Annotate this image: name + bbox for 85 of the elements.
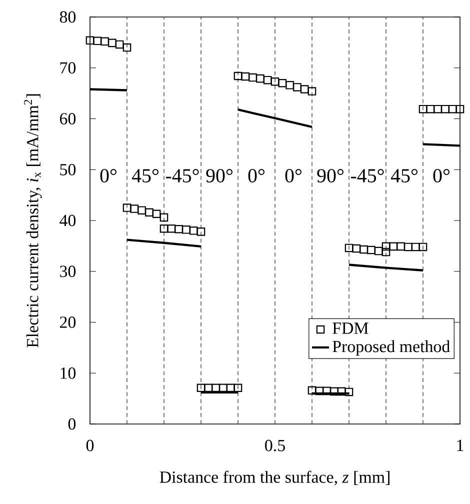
y-axis-title: Electric current density, i$_{x}$ [mA/mm$^{2}$] bbox=[24, 94, 42, 348]
point bbox=[130, 204, 139, 213]
point bbox=[434, 104, 442, 114]
point bbox=[182, 226, 190, 234]
point bbox=[308, 386, 316, 395]
annotation: 0° bbox=[100, 169, 116, 182]
annotation: 45° bbox=[390, 169, 418, 182]
legend-label: FDM bbox=[332, 322, 368, 334]
y-tick-label: 20 bbox=[60, 316, 76, 328]
point bbox=[212, 384, 220, 392]
annotation: -45° bbox=[166, 169, 199, 182]
point bbox=[426, 104, 435, 114]
point bbox=[315, 386, 324, 396]
point bbox=[352, 244, 361, 253]
point bbox=[367, 246, 376, 254]
point bbox=[382, 248, 390, 256]
point bbox=[389, 242, 398, 251]
y-tick-label: 40 bbox=[60, 214, 76, 226]
y-tick-label: 30 bbox=[60, 266, 76, 278]
point bbox=[418, 104, 428, 114]
x-axis-title: Distance from the surface, z [mm] bbox=[160, 470, 390, 486]
point bbox=[204, 384, 213, 392]
legend-label: Proposed method bbox=[332, 340, 450, 356]
point bbox=[286, 81, 294, 90]
point bbox=[330, 387, 338, 396]
x-tick-label: 1 bbox=[457, 440, 464, 451]
point bbox=[337, 387, 346, 396]
point bbox=[278, 79, 287, 88]
point bbox=[448, 104, 457, 114]
point bbox=[344, 244, 354, 252]
point bbox=[411, 242, 420, 252]
point bbox=[396, 242, 405, 251]
y-tick-label: 10 bbox=[60, 367, 76, 379]
point bbox=[234, 72, 242, 80]
point bbox=[374, 246, 383, 256]
point bbox=[456, 104, 464, 114]
y-tick-label: 80 bbox=[60, 11, 76, 23]
point bbox=[418, 242, 428, 252]
annotation: 90° bbox=[206, 169, 232, 182]
point bbox=[160, 224, 168, 233]
y-tick-label: 70 bbox=[60, 62, 76, 74]
x-tick-label: 0 bbox=[86, 440, 94, 452]
y-tick-label: 60 bbox=[60, 113, 76, 124]
point bbox=[122, 43, 132, 52]
point bbox=[100, 37, 109, 46]
point bbox=[241, 72, 250, 81]
annotation: 0° bbox=[433, 169, 450, 182]
point bbox=[270, 77, 280, 86]
point bbox=[115, 40, 124, 49]
point bbox=[263, 76, 272, 84]
point bbox=[322, 386, 331, 396]
point bbox=[382, 242, 390, 251]
point bbox=[226, 384, 235, 392]
point bbox=[108, 38, 116, 48]
point bbox=[189, 226, 198, 235]
point bbox=[256, 74, 264, 83]
point bbox=[234, 384, 242, 392]
annotation: 90° bbox=[317, 169, 344, 182]
x-tick-label: 0.5 bbox=[265, 440, 285, 452]
point bbox=[360, 245, 368, 254]
point bbox=[219, 384, 228, 392]
point bbox=[404, 242, 412, 252]
point bbox=[152, 210, 161, 218]
point bbox=[441, 104, 450, 114]
point bbox=[93, 36, 102, 46]
point bbox=[293, 83, 302, 92]
annotation: 0° bbox=[285, 169, 302, 182]
point bbox=[145, 208, 154, 216]
point bbox=[300, 85, 309, 94]
point bbox=[248, 73, 257, 82]
point bbox=[167, 224, 176, 233]
point bbox=[344, 388, 354, 396]
annotation: 0° bbox=[248, 169, 264, 182]
point bbox=[138, 206, 146, 214]
point bbox=[122, 204, 132, 212]
point bbox=[196, 228, 206, 236]
annotation: 45° bbox=[132, 169, 158, 182]
point bbox=[86, 36, 94, 45]
y-tick-label: 50 bbox=[60, 164, 76, 176]
point bbox=[196, 384, 206, 392]
annotation: -45° bbox=[350, 169, 384, 182]
point bbox=[174, 225, 183, 234]
point bbox=[160, 213, 168, 222]
y-tick-label: 0 bbox=[68, 418, 76, 430]
point bbox=[308, 87, 316, 96]
